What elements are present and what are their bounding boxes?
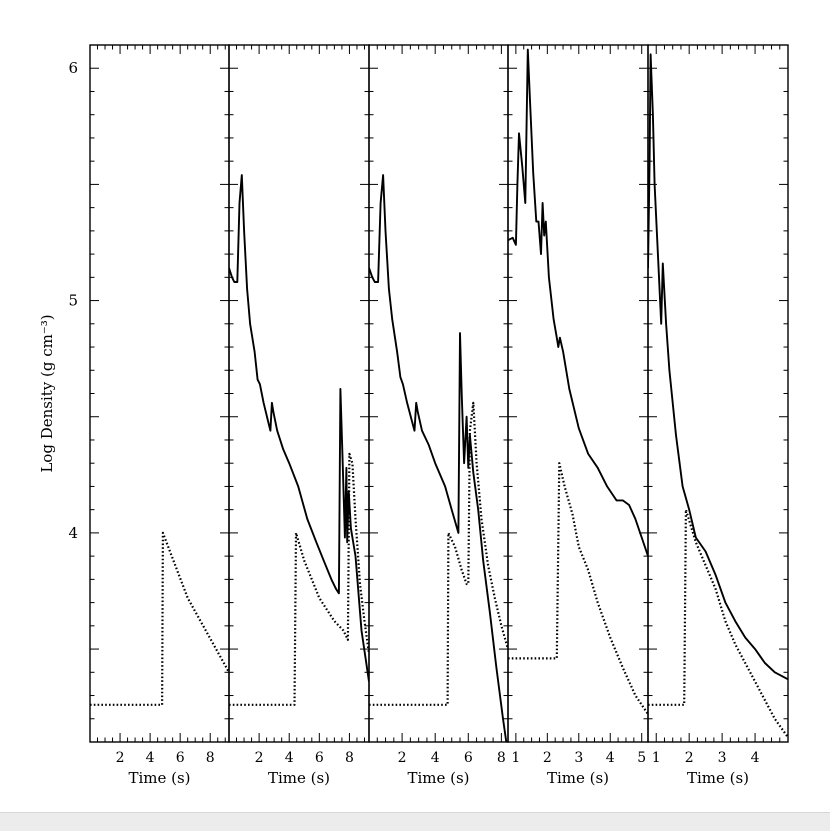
panel-data bbox=[648, 53, 788, 739]
panel-4: 1 2 3 4 5 Time (s) bbox=[507, 44, 649, 787]
x-axis-label: Time (s) bbox=[547, 769, 609, 787]
panel-frame bbox=[507, 44, 649, 743]
x-tick-label: 4 bbox=[431, 750, 440, 766]
x-axis-label: Time (s) bbox=[407, 769, 469, 787]
panel-frame bbox=[647, 44, 789, 743]
panel-frame bbox=[228, 44, 370, 743]
y-tick-label: 4 bbox=[68, 524, 78, 542]
panel-frame bbox=[89, 44, 230, 743]
panel-data bbox=[90, 531, 229, 706]
x-tick-label: 5 bbox=[637, 750, 646, 766]
panel-frame bbox=[368, 44, 509, 743]
panel-3: 2 4 6 8 Time (s) bbox=[368, 44, 509, 787]
x-axis-label: Time (s) bbox=[128, 769, 190, 787]
x-tick-label: 2 bbox=[398, 750, 407, 766]
x-axis-label: Time (s) bbox=[268, 769, 330, 787]
x-tick-label: 3 bbox=[574, 750, 583, 766]
y-tick-label: 6 bbox=[68, 59, 78, 77]
x-tick-label: 4 bbox=[606, 750, 615, 766]
x-tick-label: 8 bbox=[206, 750, 215, 766]
x-tick-label: 4 bbox=[146, 750, 155, 766]
x-tick-label: 4 bbox=[751, 750, 760, 766]
series-dotted-line bbox=[90, 531, 229, 706]
x-tick-label: 8 bbox=[497, 750, 506, 766]
x-tick-label: 2 bbox=[116, 750, 125, 766]
panel-1: 2 4 6 8 Time (s) 4 5 6 Log Density (g cm⁻³) bbox=[38, 44, 230, 787]
panel-data bbox=[369, 174, 508, 742]
series-dotted-line bbox=[369, 401, 508, 706]
x-tick-label: 2 bbox=[685, 750, 694, 766]
series-dotted-line bbox=[508, 462, 648, 715]
series-solid-line bbox=[508, 48, 648, 557]
y-tick-label: 5 bbox=[68, 292, 78, 310]
x-tick-label: 3 bbox=[718, 750, 727, 766]
x-tick-label: 6 bbox=[315, 750, 324, 766]
series-dotted-line bbox=[648, 508, 788, 739]
y-axis-label: Log Density (g cm⁻³) bbox=[38, 314, 56, 472]
x-axis-label: Time (s) bbox=[687, 769, 749, 787]
series-solid-line bbox=[648, 53, 788, 681]
x-tick-label: 2 bbox=[255, 750, 264, 766]
series-solid-line bbox=[229, 174, 369, 682]
panel-data bbox=[508, 48, 648, 715]
x-tick-label: 4 bbox=[285, 750, 294, 766]
bottom-bar bbox=[0, 812, 830, 831]
x-tick-label: 8 bbox=[345, 750, 354, 766]
panel-data bbox=[229, 174, 369, 706]
panel-2: 2 4 6 8 Time (s) bbox=[228, 44, 370, 787]
series-solid-line bbox=[369, 174, 508, 742]
x-tick-label: 6 bbox=[464, 750, 473, 766]
x-tick-label: 6 bbox=[176, 750, 185, 766]
x-tick-label: 1 bbox=[652, 750, 661, 766]
x-tick-label: 1 bbox=[511, 750, 520, 766]
x-tick-label: 2 bbox=[543, 750, 552, 766]
